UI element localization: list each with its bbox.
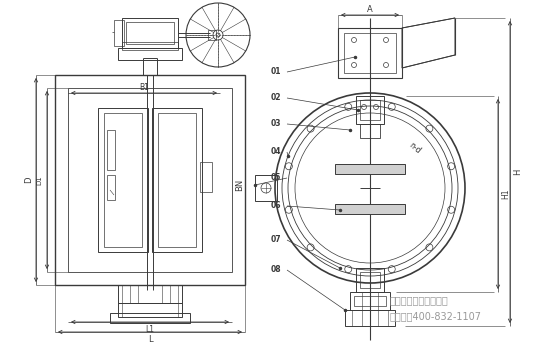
Text: 01: 01 — [270, 67, 281, 76]
Text: 热线电话400-832-1107: 热线电话400-832-1107 — [390, 311, 482, 321]
Bar — [335, 164, 405, 174]
Bar — [68, 88, 232, 272]
Bar — [118, 48, 182, 60]
Text: 淡博伟恒阀门有限公司: 淡博伟恒阀门有限公司 — [390, 295, 449, 305]
Bar — [107, 130, 115, 170]
Text: 05: 05 — [270, 173, 281, 182]
Bar — [200, 162, 212, 192]
Text: H1: H1 — [501, 189, 510, 199]
Text: 04: 04 — [270, 147, 281, 156]
Bar — [122, 18, 178, 48]
Bar — [356, 96, 384, 124]
Text: D1: D1 — [36, 175, 42, 185]
Bar — [354, 296, 386, 306]
Bar — [55, 75, 245, 285]
Text: n-d: n-d — [407, 140, 423, 155]
Text: 06: 06 — [270, 201, 281, 210]
Text: B1: B1 — [139, 82, 149, 91]
Text: 03: 03 — [270, 119, 281, 128]
Bar — [338, 28, 402, 78]
Text: A: A — [367, 4, 373, 13]
Text: BN: BN — [235, 179, 244, 191]
Bar — [152, 108, 202, 252]
Bar — [356, 268, 384, 292]
Text: D: D — [24, 177, 33, 183]
Bar — [344, 33, 396, 73]
Bar — [122, 42, 178, 50]
Bar — [360, 124, 380, 138]
Text: 02: 02 — [270, 93, 281, 102]
Bar — [345, 310, 395, 326]
Bar — [104, 113, 142, 247]
Bar — [208, 30, 216, 40]
Bar — [110, 313, 190, 323]
Text: L: L — [148, 335, 152, 344]
Text: H: H — [514, 169, 522, 175]
Bar — [118, 285, 182, 303]
Bar — [360, 272, 380, 288]
Bar — [335, 204, 405, 214]
Bar — [126, 22, 174, 44]
Bar — [360, 100, 380, 120]
Bar — [107, 175, 115, 200]
Bar — [255, 175, 277, 201]
Text: 08: 08 — [270, 265, 281, 274]
Bar — [158, 113, 196, 247]
Bar — [114, 20, 124, 46]
Text: 07: 07 — [270, 236, 281, 245]
Bar — [350, 292, 390, 310]
Text: L1: L1 — [146, 325, 155, 334]
Bar — [98, 108, 148, 252]
Bar — [118, 303, 182, 317]
